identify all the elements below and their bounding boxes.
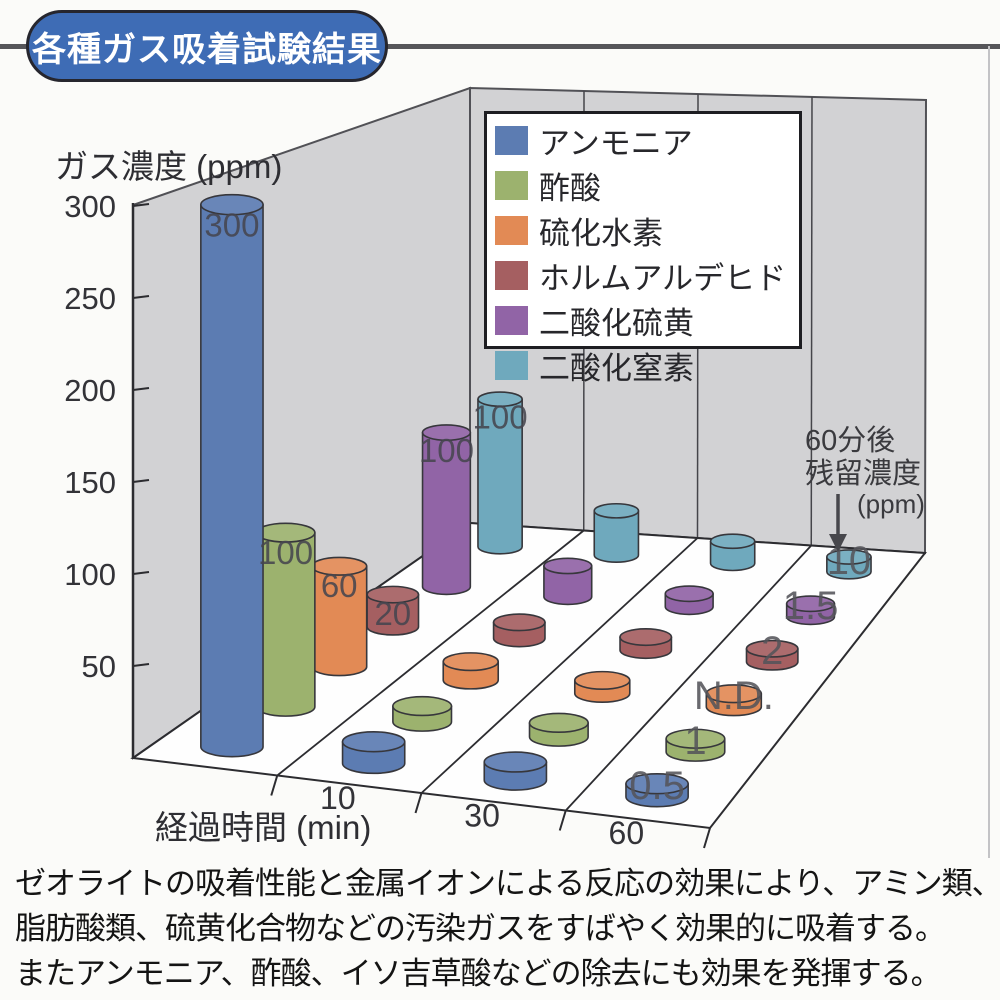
right-vertical-rule [988,46,990,858]
x-axis-tick [270,775,279,796]
x-axis-tick [703,827,711,849]
bar-cylinder-body [200,203,264,758]
bar-value-label: 300 [204,207,259,244]
bar-cylinder-top [477,391,523,408]
bar-cylinder-top [573,670,631,691]
bar-cylinder-top [705,684,763,704]
legend-item: 硫化水素 [495,208,799,253]
bar-value-label: 10 [827,539,872,583]
x-axis-title: 経過時間 (min) [155,809,372,846]
legend-item: 酢酸 [495,163,799,208]
legend-label: 硫化水素 [539,216,663,251]
bar-cylinder-top [421,424,472,442]
bar-cylinder-body [366,593,420,636]
bar-value-label: 1.5 [783,584,839,628]
legend-item: 二酸化窒素 [495,343,799,388]
bar-cylinder-body [593,510,640,563]
bar-cylinder-top [492,613,546,632]
bar-cylinder-top [442,652,500,672]
legend-item: ホルムアルデヒド [495,253,799,298]
y-axis-title: ガス濃度 (ppm) [55,148,283,185]
bar-cylinder-top [826,549,872,565]
y-tick-label: 100 [64,557,116,592]
caption-line-2: 脂肪酸類、硫黄化合物などの汚染ガスをすばやく効果的に吸着する。 [15,911,946,946]
bar-value-label: N.D. [694,674,774,718]
top-horizontal-rule [0,44,1000,49]
page-title: 各種ガス吸着試験結果 [26,10,388,82]
bar-value-label: 100 [258,534,313,571]
x-axis-tick [558,810,567,831]
legend-label: アンモニア [539,126,693,161]
annotation-line-1: 60分後 [805,425,896,457]
y-axis-tick [132,571,150,575]
legend-swatch-1 [495,171,528,200]
y-tick-label: 200 [64,373,116,408]
legend-label: 二酸化窒素 [539,351,694,386]
legend-swatch-5 [495,351,528,380]
arrow-down-head-icon [829,534,847,552]
back-wall-gridline [810,96,813,546]
legend-item: アンモニア [495,118,799,163]
bar-cylinder-top [785,595,836,613]
bar-cylinder-top [619,628,673,647]
legend-swatch-4 [495,306,528,335]
y-tick-label: 50 [82,649,116,684]
bar-cylinder-top [543,557,593,575]
y-tick-label: 150 [64,465,116,500]
bar-cylinder-body [421,431,472,596]
y-axis-tick [132,663,150,667]
page-title-text: 各種ガス吸着試験結果 [32,30,382,69]
floor-separator [276,529,585,777]
legend-label: ホルムアルデヒド [539,261,787,296]
annotation-line-2: 残留濃度 [805,458,922,490]
legend: アンモニア酢酸硫化水素ホルムアルデヒド 二酸化硫黄二酸化窒素 [484,111,802,386]
bar-value-label: 100 [419,432,474,469]
bar-cylinder-top [665,728,726,749]
legend-swatch-3 [495,261,528,290]
bar-value-label: 60 [321,567,358,604]
bar-cylinder-top [664,585,714,603]
bar-value-label: 1 [684,719,706,763]
x-axis-tick [414,792,423,814]
x-tick-label: 60 [609,815,645,851]
legend-swatch-2 [495,216,528,245]
x-tick-label: 10 [320,780,356,816]
legend-label: 酢酸 [539,171,601,206]
y-tick-label: 300 [64,189,116,224]
y-tick-label: 250 [64,281,116,316]
bar-cylinder-top [483,751,548,773]
bar-value-label: 0.5 [629,764,685,808]
bar-cylinder-body [477,398,523,555]
annotation-unit: (ppm) [857,489,925,519]
bar-cylinder-body [709,540,756,572]
bar-cylinder-top [341,730,406,753]
caption-line-1: ゼオライトの吸着性能と金属イオンによる反応の効果により、アミン類、 [15,866,1000,901]
bar-value-label: 2 [761,629,783,673]
caption-line-3: またアンモニア、酢酸、イソ吉草酸などの除去にも効果を発揮する。 [15,956,942,991]
y-axis-tick [132,479,150,483]
bar-cylinder-top [200,193,264,216]
legend-item: 二酸化硫黄 [495,298,799,343]
caption: ゼオライトの吸着性能と金属イオンによる反応の効果により、アミン類、 脂肪酸類、硫… [15,861,1000,996]
bar-value-label: 20 [374,595,411,632]
bar-cylinder-top [625,772,689,795]
floor-separator [565,544,812,812]
legend-label: 二酸化硫黄 [539,306,694,341]
bar-cylinder-body [543,565,593,606]
y-axis-tick [132,387,150,391]
bar-cylinder-top [528,712,589,734]
legend-swatch-0 [495,126,528,155]
bar-cylinder-top [745,639,799,658]
y-axis-tick [132,203,150,207]
x-tick-label: 30 [464,797,500,833]
bar-cylinder-top [709,533,756,550]
bar-value-label: 100 [473,398,528,435]
bar-cylinder-top [392,695,453,717]
y-axis-tick [132,295,150,299]
floor-separator [420,537,699,794]
residual-annotation: 60分後 残留濃度 (ppm) [805,425,990,520]
bar-cylinder-top [593,502,640,519]
